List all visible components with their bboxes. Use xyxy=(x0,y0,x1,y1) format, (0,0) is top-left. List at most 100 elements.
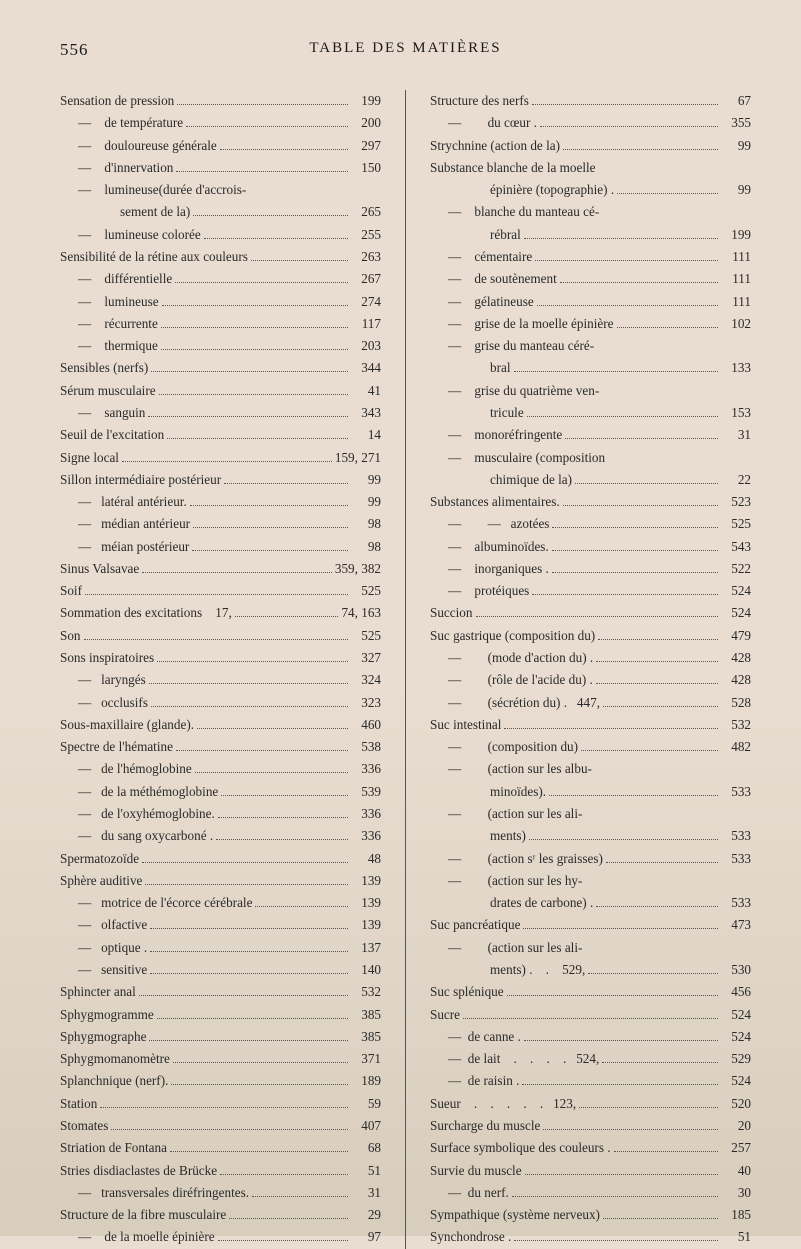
toc-dots xyxy=(167,438,348,439)
toc-dots xyxy=(162,305,348,306)
toc-label: — (mode d'action du) . xyxy=(448,647,593,669)
toc-dots xyxy=(581,750,718,751)
toc-entry: Strychnine (action de la)99 xyxy=(430,135,751,157)
toc-label: Structure des nerfs xyxy=(430,90,529,112)
toc-entry: épinière (topographie) .99 xyxy=(430,179,751,201)
toc-entry: — laryngés324 xyxy=(60,669,381,691)
toc-label: — blanche du manteau cé- xyxy=(448,201,599,223)
toc-label: Sous-maxillaire (glande). xyxy=(60,714,194,736)
toc-page-number: 133 xyxy=(721,357,751,379)
toc-dots xyxy=(218,817,348,818)
toc-dots xyxy=(161,349,348,350)
toc-label: Sphygmogramme xyxy=(60,1004,154,1026)
toc-dots xyxy=(525,1174,718,1175)
toc-label: Splanchnique (nerf). xyxy=(60,1070,168,1092)
toc-page-number: 428 xyxy=(721,647,751,669)
toc-page-number: 525 xyxy=(351,580,381,602)
toc-dots xyxy=(532,104,718,105)
right-column: Structure des nerfs67— du cœur .355Stryc… xyxy=(430,90,751,1249)
toc-dots xyxy=(563,149,718,150)
toc-entry: Sphygmogramme385 xyxy=(60,1004,381,1026)
toc-entry: — cémentaire111 xyxy=(430,246,751,268)
toc-page-number: 59 xyxy=(351,1093,381,1115)
toc-entry: — lumineuse(durée d'accrois- xyxy=(60,179,381,201)
toc-dots xyxy=(529,839,718,840)
toc-label: — grise de la moelle épinière xyxy=(448,313,614,335)
toc-dots xyxy=(543,1129,718,1130)
toc-dots xyxy=(514,1240,718,1241)
toc-entry: — récurrente117 xyxy=(60,313,381,335)
toc-dots xyxy=(235,616,339,617)
toc-entry: — (mode d'action du) . 428 xyxy=(430,647,751,669)
toc-page-number: 150 xyxy=(351,157,381,179)
toc-entry: Survie du muscle40 xyxy=(430,1160,751,1182)
toc-label: — de la moelle épinière xyxy=(78,1226,215,1248)
toc-entry: — grise du quatrième ven- xyxy=(430,380,751,402)
toc-page-number: 139 xyxy=(351,870,381,892)
toc-label: — médian antérieur xyxy=(78,513,190,535)
toc-label: Soif xyxy=(60,580,82,602)
toc-dots xyxy=(514,371,718,372)
toc-entry: — occlusifs323 xyxy=(60,692,381,714)
toc-label: — albuminoïdes. xyxy=(448,536,549,558)
toc-page-number: 520 xyxy=(721,1093,751,1115)
toc-dots xyxy=(463,1018,718,1019)
toc-dots xyxy=(523,928,718,929)
toc-entry: ments) . . 529, 530 xyxy=(430,959,751,981)
toc-entry: chimique de la)22 xyxy=(430,469,751,491)
toc-dots xyxy=(229,1218,348,1219)
toc-entry: — de la moelle épinière 97 xyxy=(60,1226,381,1248)
toc-entry: Succion524 xyxy=(430,602,751,624)
toc-page-number: 533 xyxy=(721,825,751,847)
toc-label: — latéral antérieur. xyxy=(78,491,187,513)
toc-label: Sérum musculaire xyxy=(60,380,156,402)
toc-dots xyxy=(157,661,348,662)
toc-label: — (action sur les albu- xyxy=(448,758,592,780)
toc-dots xyxy=(563,505,718,506)
toc-entry: Suc gastrique (composition du)479 xyxy=(430,625,751,647)
toc-entry: Station 59 xyxy=(60,1093,381,1115)
toc-entry: — gélatineuse111 xyxy=(430,291,751,313)
toc-label: — de température xyxy=(78,112,183,134)
toc-entry: Sous-maxillaire (glande).460 xyxy=(60,714,381,736)
toc-entry: — (action sʳ les graisses)533 xyxy=(430,848,751,870)
toc-page-number: 265 xyxy=(351,201,381,223)
toc-entry: — de l'oxyhémoglobine.336 xyxy=(60,803,381,825)
toc-entry: — du sang oxycarboné .336 xyxy=(60,825,381,847)
toc-page-number: 51 xyxy=(721,1226,751,1248)
toc-entry: Sensibilité de la rétine aux couleurs263 xyxy=(60,246,381,268)
toc-entry: — douloureuse générale297 xyxy=(60,135,381,157)
toc-label: Sphygmographe xyxy=(60,1026,146,1048)
toc-dots xyxy=(111,1129,348,1130)
toc-page-number: 385 xyxy=(351,1026,381,1048)
toc-label: — sanguin xyxy=(78,402,145,424)
toc-entry: — de soutènement111 xyxy=(430,268,751,290)
toc-dots xyxy=(512,1196,718,1197)
toc-page-number: 40 xyxy=(721,1160,751,1182)
toc-page-number: 189 xyxy=(351,1070,381,1092)
toc-entry: Sphygmomanomètre371 xyxy=(60,1048,381,1070)
toc-label: Sons inspiratoires xyxy=(60,647,154,669)
toc-dots xyxy=(170,1151,348,1152)
toc-dots xyxy=(507,995,718,996)
toc-entry: Sérum musculaire41 xyxy=(60,380,381,402)
toc-page-number: 102 xyxy=(721,313,751,335)
toc-entry: — (action sur les ali- xyxy=(430,937,751,959)
toc-page-number: 97 xyxy=(351,1226,381,1248)
toc-dots xyxy=(150,951,348,952)
toc-page-number: 117 xyxy=(351,313,381,335)
toc-entry: — — azotées525 xyxy=(430,513,751,535)
toc-entry: minoïdes).533 xyxy=(430,781,751,803)
toc-entry: Splanchnique (nerf). 189 xyxy=(60,1070,381,1092)
toc-label: ments) . . 529, xyxy=(490,959,585,981)
toc-page-number: 255 xyxy=(351,224,381,246)
toc-page-number: 530 xyxy=(721,959,751,981)
toc-dots xyxy=(139,995,348,996)
toc-label: — (sécrétion du) . 447, xyxy=(448,692,600,714)
page-number: 556 xyxy=(60,40,89,60)
toc-page-number: 14 xyxy=(351,424,381,446)
toc-label: épinière (topographie) . xyxy=(490,179,614,201)
toc-label: Station xyxy=(60,1093,97,1115)
toc-page-number: 185 xyxy=(721,1204,751,1226)
toc-label: — douloureuse générale xyxy=(78,135,217,157)
